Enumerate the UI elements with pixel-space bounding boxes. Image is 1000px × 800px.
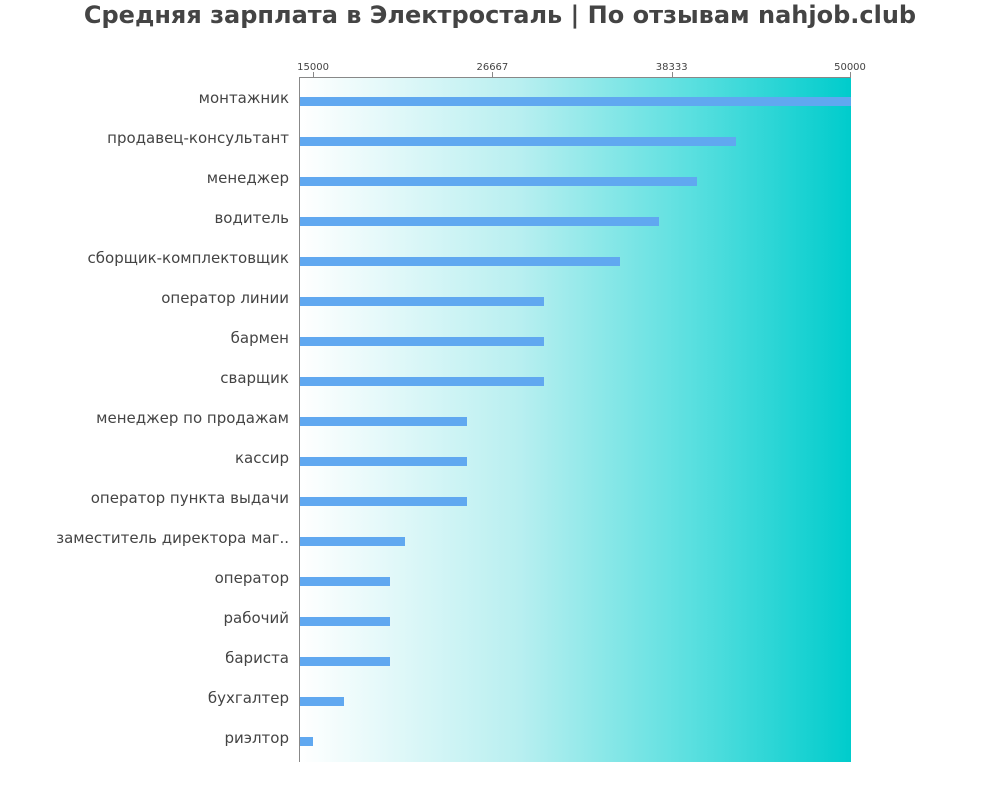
bar <box>300 737 314 746</box>
bar <box>300 497 467 506</box>
bar <box>300 457 467 466</box>
bar <box>300 257 621 266</box>
x-tick <box>492 72 494 77</box>
category-label: сборщик-комплектовщик <box>87 249 289 267</box>
x-axis-line <box>300 77 851 78</box>
x-tick-label: 15000 <box>297 62 329 73</box>
bar <box>300 617 390 626</box>
category-label: бариста <box>225 649 289 667</box>
category-label: монтажник <box>198 89 289 107</box>
bar <box>300 537 406 546</box>
category-label: продавец-консультант <box>107 129 289 147</box>
x-tick <box>850 72 851 77</box>
bar <box>300 137 736 146</box>
category-label: оператор пункта выдачи <box>90 489 289 507</box>
category-label: бухгалтер <box>207 689 289 707</box>
category-label: кассир <box>234 449 289 467</box>
x-tick-label: 26667 <box>476 62 509 73</box>
x-tick <box>313 72 315 77</box>
category-label: сварщик <box>220 369 289 387</box>
category-label: оператор <box>214 569 289 587</box>
category-label: оператор линии <box>161 289 289 307</box>
bar <box>300 417 467 426</box>
bar <box>300 177 698 186</box>
bar <box>300 97 851 106</box>
category-label: водитель <box>214 209 289 227</box>
category-label: риэлтор <box>224 729 289 747</box>
bar <box>300 297 544 306</box>
x-tick-label: 50000 <box>834 62 866 73</box>
chart-title: Средняя зарплата в Электросталь | По отз… <box>83 1 917 29</box>
category-label: рабочий <box>223 609 289 627</box>
bar <box>300 697 344 706</box>
bar <box>300 577 390 586</box>
bar <box>300 337 544 346</box>
x-tick <box>671 72 673 77</box>
category-label: бармен <box>230 329 289 347</box>
category-label: менеджер <box>206 169 289 187</box>
y-axis-line <box>299 77 300 762</box>
category-label: заместитель директора маг.. <box>56 529 289 547</box>
x-tick-label: 38333 <box>655 62 688 73</box>
bar <box>300 217 659 226</box>
bar <box>300 377 544 386</box>
bar <box>300 657 390 666</box>
category-label: менеджер по продажам <box>96 409 289 427</box>
